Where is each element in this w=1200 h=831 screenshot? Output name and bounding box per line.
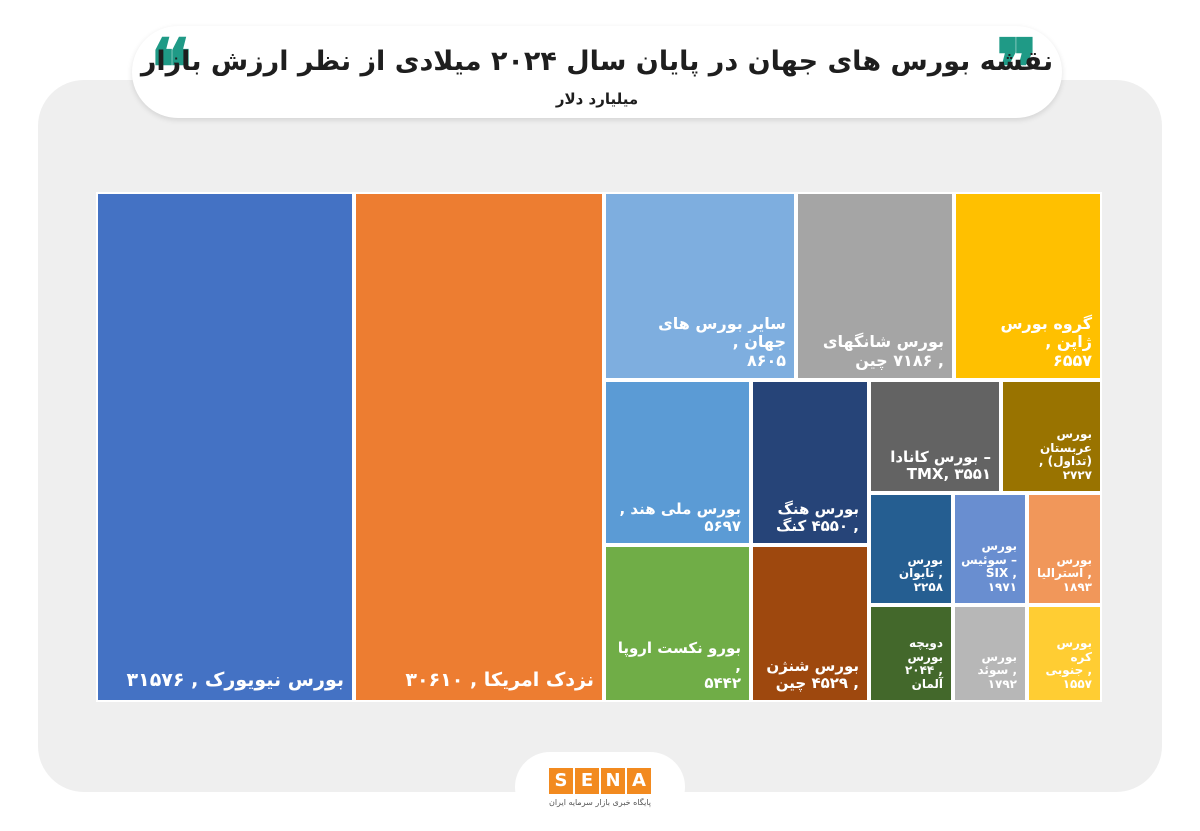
logo-letter: A: [627, 768, 651, 794]
treemap-tile-label: بورس , استرالیا ۱۸۹۳: [1036, 552, 1092, 595]
treemap-tile-label: بورس شنژن , ۴۵۲۹ چین: [766, 656, 859, 692]
footer-badge: [515, 752, 685, 822]
treemap-tile: بورس نیویورک , ۳۱۵۷۶: [96, 192, 354, 702]
chart-title: نقشه بورس های جهان در پایان سال ۲۰۲۴ میل…: [140, 46, 1054, 77]
treemap-tile-label: دویچه بورس , ۲۰۴۴ آلمان: [904, 635, 943, 692]
treemap-tile: بورس , استرالیا ۱۸۹۳: [1027, 493, 1102, 605]
treemap-tile-label: بورس – سوئیس , SIX ۱۹۷۱: [961, 538, 1017, 595]
treemap-tile: بورس هنگ , ۴۵۵۰ کنگ: [751, 380, 869, 545]
treemap-tile-label: بورس , تایوان ۲۲۵۸: [898, 552, 943, 595]
treemap-tile-label: بورس , سوئد ۱۷۹۲: [977, 649, 1018, 692]
title-banner: [132, 26, 1062, 118]
treemap-tile: گروه بورس ژاپن , ۶۵۵۷: [954, 192, 1102, 380]
logo-letter: S: [549, 768, 573, 794]
treemap-tile-label: بورس ملی هند , ۵۶۹۷: [619, 499, 741, 535]
logo-letter: E: [575, 768, 599, 794]
treemap-tile-label: بورس نیویورک , ۳۱۵۷۶: [126, 669, 345, 692]
treemap-tile-label: بورس شانگهای , ۷۱۸۶ چین: [822, 332, 944, 370]
treemap-tile: بورس کره , جنوبی ۱۵۵۷: [1027, 605, 1102, 702]
quote-close-icon: ❞: [996, 23, 1038, 114]
treemap-tile-label: سایر بورس های جهان , ۸۶۰۵: [658, 313, 786, 370]
treemap-tile-label: گروه بورس ژاپن , ۶۵۵۷: [1000, 313, 1092, 370]
treemap-tile: بورس , سوئد ۱۷۹۲: [953, 605, 1027, 702]
treemap-tile: نزدک امریکا , ۳۰۶۱۰: [354, 192, 604, 702]
logo-letter: N: [601, 768, 625, 794]
treemap-tile: بورس – سوئیس , SIX ۱۹۷۱: [953, 493, 1027, 605]
treemap-tile: – بورس کانادا TMX, ۳۵۵۱: [869, 380, 1001, 493]
sena-logo: S E N A: [549, 768, 651, 794]
treemap-tile: سایر بورس های جهان , ۸۶۰۵: [604, 192, 796, 380]
treemap-tile: بورس شانگهای , ۷۱۸۶ چین: [796, 192, 954, 380]
treemap-tile: بورس شنژن , ۴۵۲۹ چین: [751, 545, 869, 702]
treemap-tile: بورس ملی هند , ۵۶۹۷: [604, 380, 751, 545]
treemap-tile: بورس , تایوان ۲۲۵۸: [869, 493, 953, 605]
logo-subtitle: پایگاه خبری بازار سرمایه ایران: [548, 798, 652, 807]
chart-unit: میلیارد دلار: [555, 90, 639, 108]
treemap-tile-label: بورو نکست اروپا , ۵۴۴۲: [617, 639, 741, 692]
treemap-chart: بورس نیویورک , ۳۱۵۷۶ نزدک امریکا , ۳۰۶۱۰ س…: [96, 192, 1102, 702]
treemap-tile: بورو نکست اروپا , ۵۴۴۲: [604, 545, 751, 702]
treemap-tile-label: نزدک امریکا , ۳۰۶۱۰: [405, 669, 594, 692]
treemap-tile-label: بورس کره , جنوبی ۱۵۵۷: [1045, 635, 1092, 692]
quote-open-icon: ❝: [150, 23, 192, 114]
treemap-tile-label: بورس عربستان (تداول) , ۲۷۲۷: [1038, 426, 1092, 483]
treemap-tile: دویچه بورس , ۲۰۴۴ آلمان: [869, 605, 953, 702]
treemap-tile-label: بورس هنگ , ۴۵۵۰ کنگ: [776, 499, 859, 535]
treemap-tile-label: – بورس کانادا TMX, ۳۵۵۱: [890, 447, 991, 483]
treemap-tile: بورس عربستان (تداول) , ۲۷۲۷: [1001, 380, 1102, 493]
